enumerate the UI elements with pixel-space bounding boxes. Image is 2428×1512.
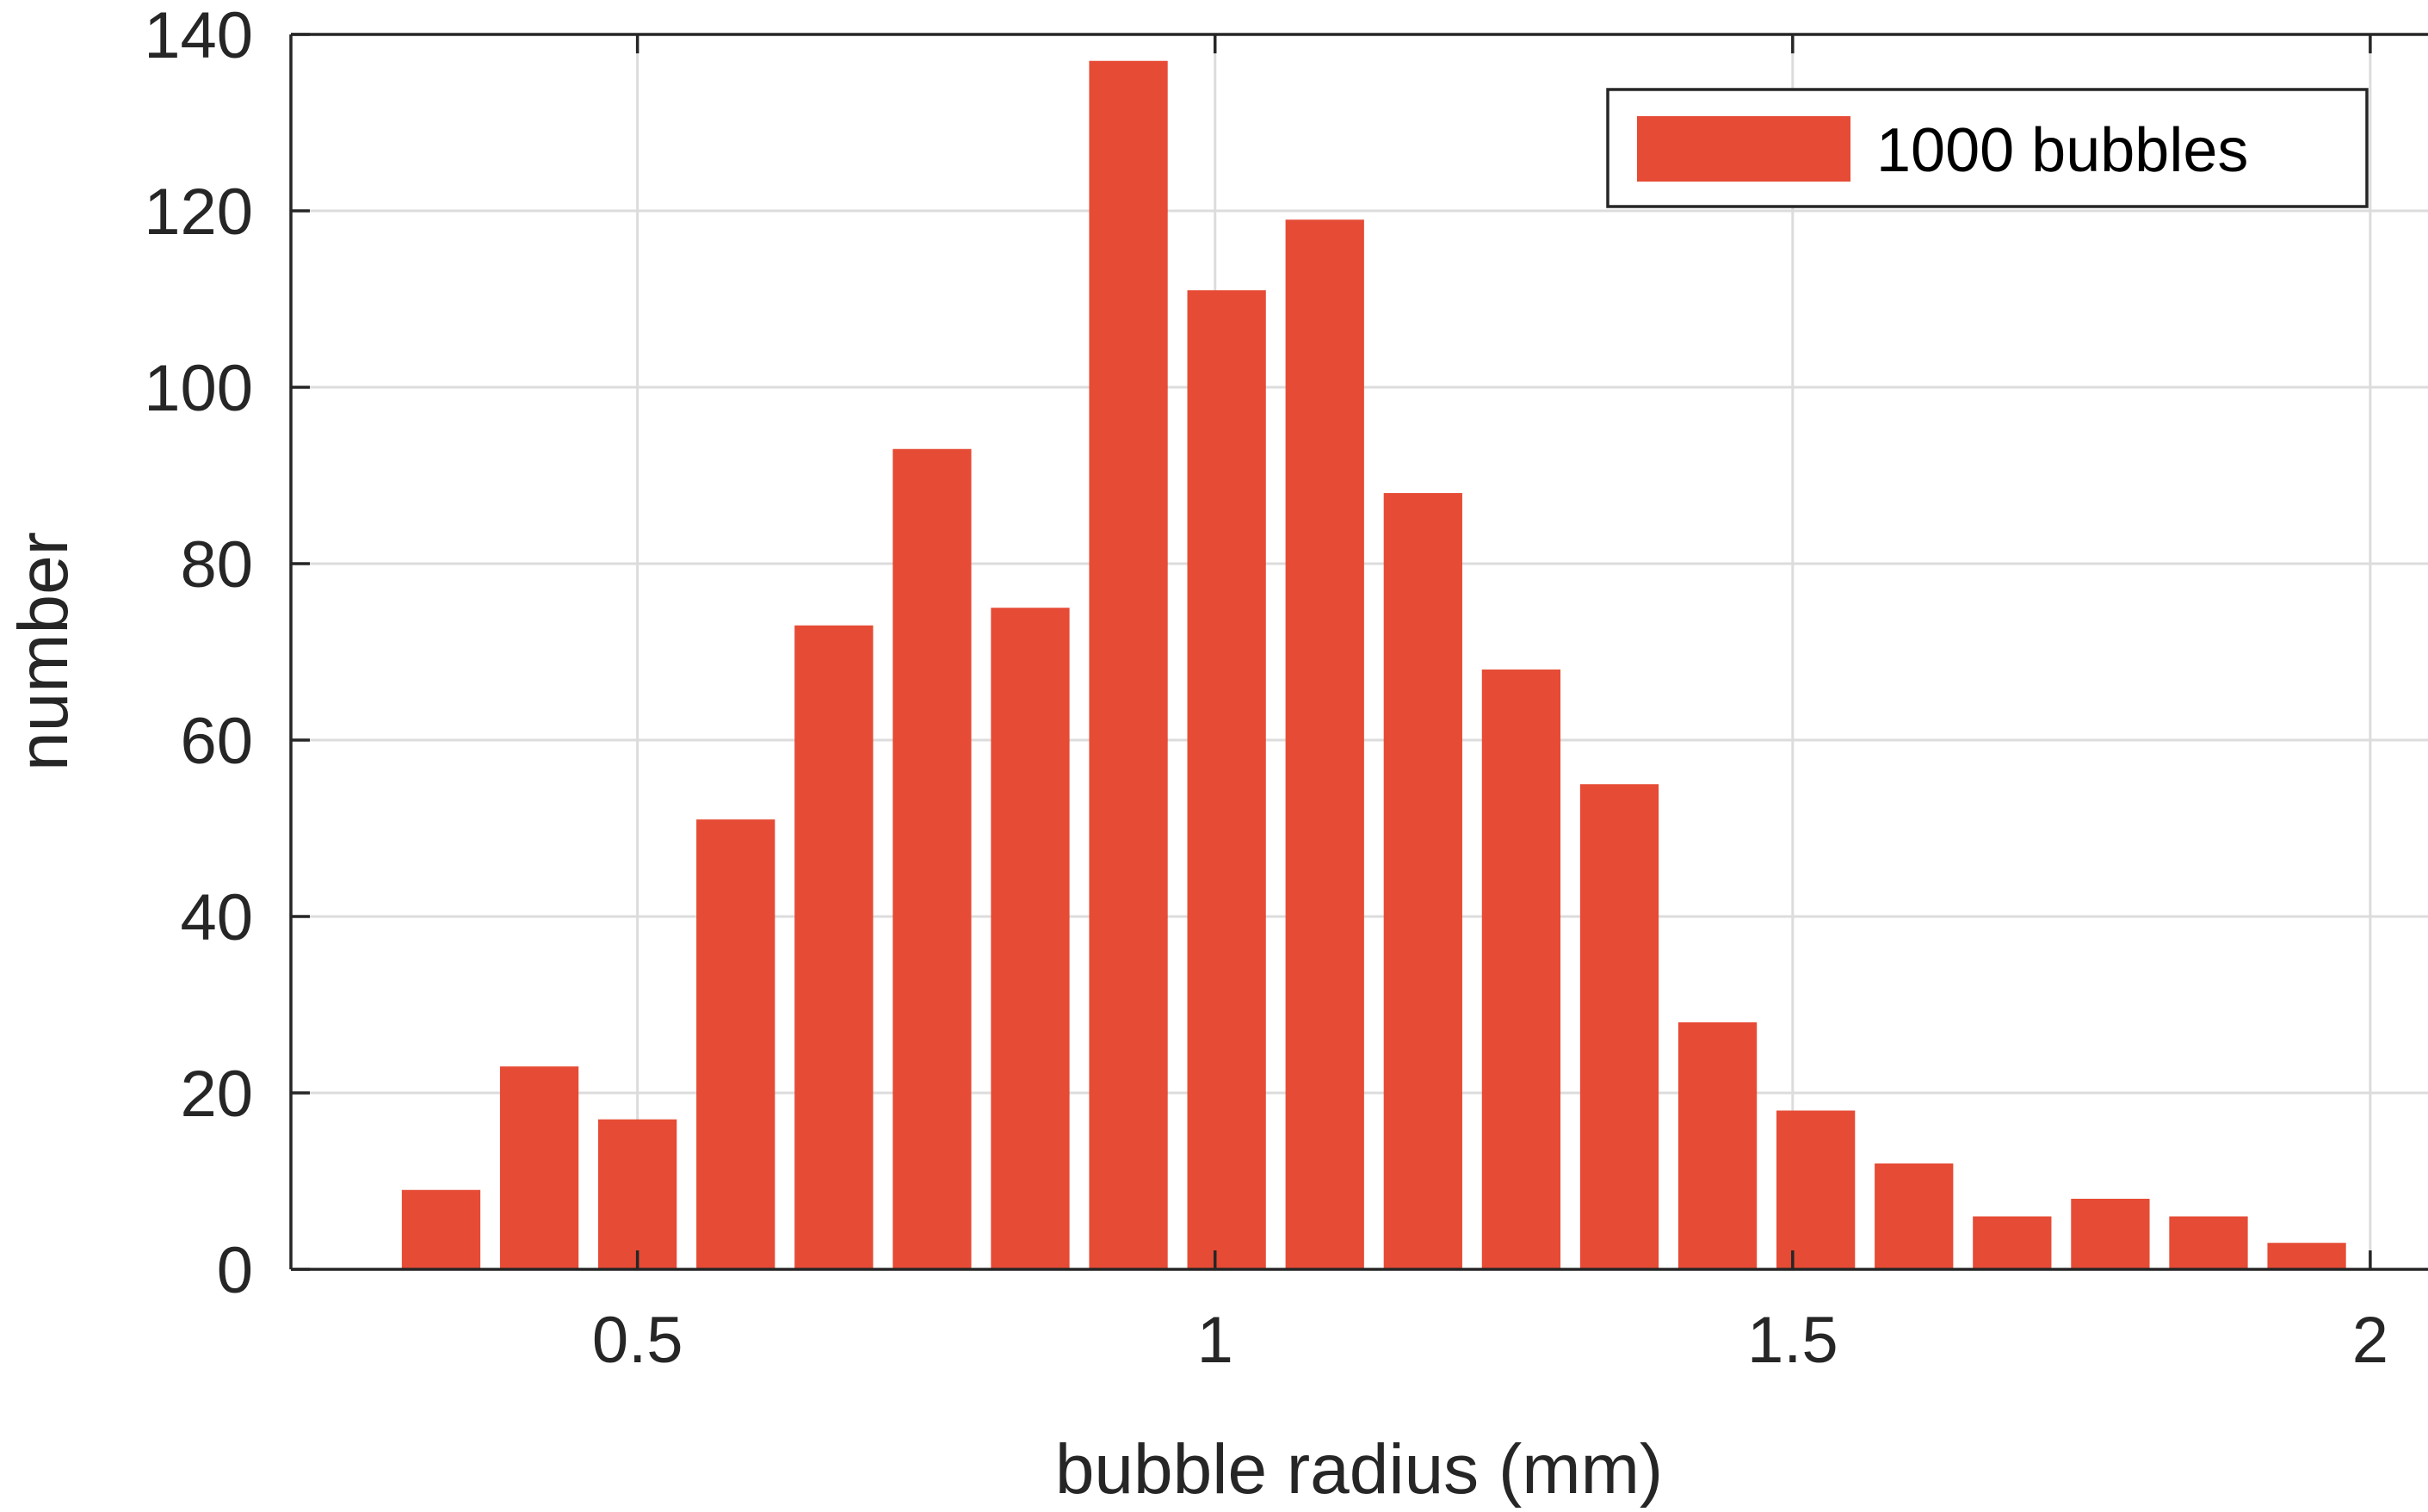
bar-15 <box>1875 1163 1954 1269</box>
bar-9 <box>1285 219 1364 1269</box>
bar-11 <box>1481 670 1561 1269</box>
y-tick-label-0: 0 <box>217 1234 253 1307</box>
y-tick-label-5: 100 <box>144 352 253 425</box>
y-tick-label-1: 20 <box>180 1058 253 1131</box>
bar-12 <box>1579 784 1659 1269</box>
bar-8 <box>1187 290 1266 1269</box>
bar-10 <box>1383 493 1462 1269</box>
x-tick-label-3: 2 <box>2352 1304 2388 1377</box>
y-tick-label-3: 60 <box>180 705 253 778</box>
y-tick-label-4: 80 <box>180 528 253 602</box>
bar-5 <box>893 448 972 1269</box>
legend: 1000 bubbles <box>1606 88 2369 208</box>
bar-17 <box>2071 1199 2150 1269</box>
bars <box>401 60 2346 1269</box>
bar-14 <box>1776 1110 1856 1269</box>
legend-swatch <box>1637 116 1850 182</box>
bar-4 <box>794 625 874 1269</box>
y-tick-label-7: 140 <box>144 0 253 72</box>
y-axis-title: number <box>4 532 83 771</box>
y-tick-label-2: 40 <box>180 881 253 954</box>
bar-0 <box>401 1189 481 1269</box>
bar-1 <box>499 1066 579 1269</box>
y-tick-label-6: 120 <box>144 176 253 249</box>
x-axis-title: bubble radius (mm) <box>1055 1430 1663 1509</box>
bar-2 <box>598 1119 677 1269</box>
bar-19 <box>2267 1243 2346 1269</box>
bar-18 <box>2169 1216 2248 1269</box>
bar-6 <box>991 608 1070 1269</box>
bar-13 <box>1677 1022 1758 1269</box>
x-tick-label-1: 1 <box>1197 1304 1233 1377</box>
legend-label: 1000 bubbles <box>1876 116 2248 185</box>
bar-7 <box>1089 60 1168 1269</box>
bar-16 <box>1973 1216 2052 1269</box>
x-tick-label-2: 1.5 <box>1747 1304 1838 1377</box>
x-tick-label-0: 0.5 <box>592 1304 683 1377</box>
bar-3 <box>696 819 775 1269</box>
axes <box>289 33 2428 1271</box>
